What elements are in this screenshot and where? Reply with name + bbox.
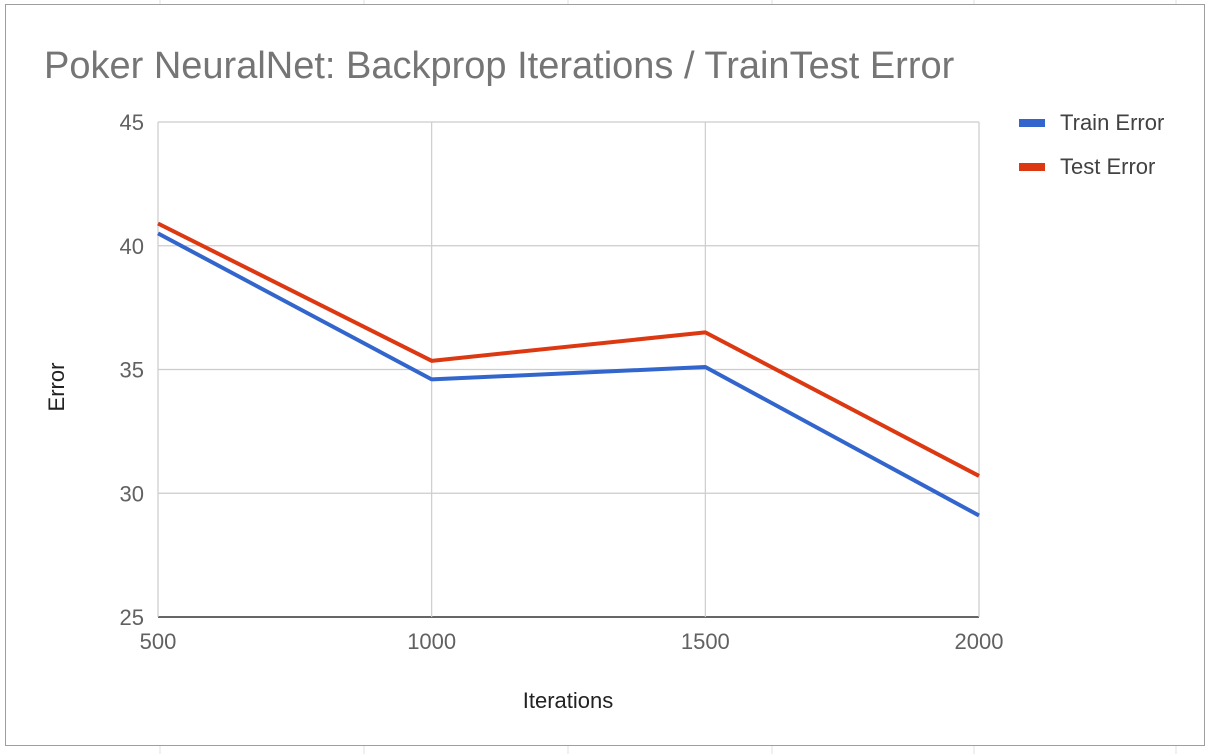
y-tick-label: 35	[120, 358, 144, 383]
y-axis-ticks: 25 30 35 40 45	[120, 110, 144, 630]
legend-item-test-error[interactable]: Test Error	[1019, 154, 1155, 179]
y-tick-label: 40	[120, 234, 144, 259]
x-axis-title: Iterations	[523, 688, 614, 713]
legend-swatch-train-error	[1019, 119, 1045, 127]
x-tick-label: 2000	[955, 629, 1004, 654]
x-tick-label: 1500	[681, 629, 730, 654]
series-line-train-error[interactable]	[157, 231, 980, 518]
x-tick-label: 500	[140, 629, 177, 654]
legend-swatch-test-error	[1019, 163, 1045, 171]
y-tick-label: 25	[120, 605, 144, 630]
y-tick-label: 30	[120, 481, 144, 506]
series-line-test-error[interactable]	[157, 221, 980, 478]
x-tick-label: 1000	[407, 629, 456, 654]
legend-item-train-error[interactable]: Train Error	[1019, 110, 1164, 135]
legend-label-test-error: Test Error	[1060, 154, 1155, 179]
legend: Train Error Test Error	[1019, 110, 1164, 179]
series-lines	[157, 221, 980, 518]
chart-title: Poker NeuralNet: Backprop Iterations / T…	[44, 45, 955, 87]
x-axis-ticks: 500 1000 1500 2000	[140, 629, 1004, 654]
chart-container[interactable]: Poker NeuralNet: Backprop Iterations / T…	[5, 4, 1205, 746]
y-axis-title: Error	[44, 363, 69, 412]
chart-gridlines	[157, 121, 980, 618]
y-tick-label: 45	[120, 110, 144, 135]
legend-label-train-error: Train Error	[1060, 110, 1164, 135]
line-chart: Poker NeuralNet: Backprop Iterations / T…	[44, 45, 1164, 713]
